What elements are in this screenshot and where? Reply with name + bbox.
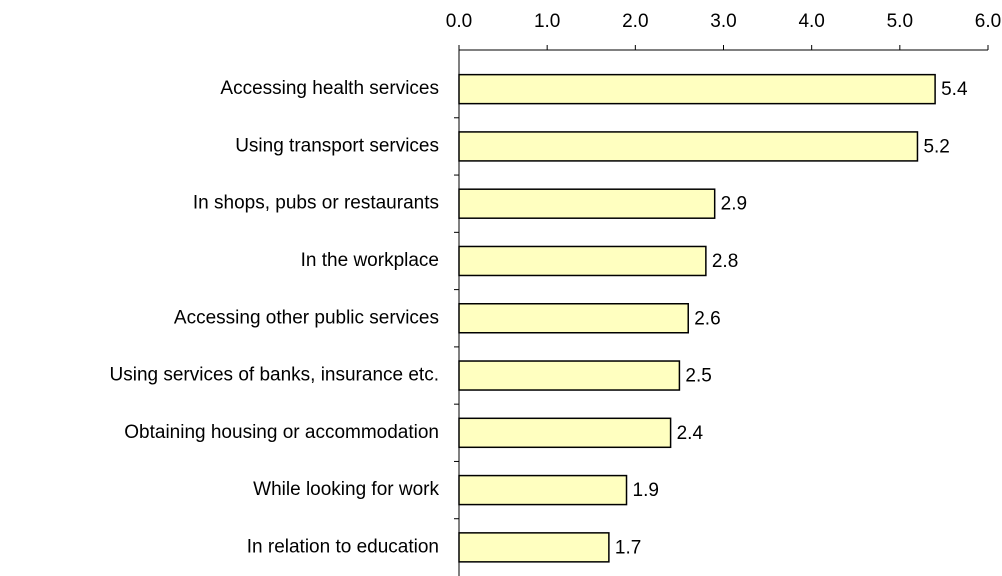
y-tick-label: In relation to education: [247, 536, 439, 557]
bar: [458, 245, 707, 277]
bar: [458, 417, 672, 449]
bar: [458, 474, 628, 506]
bar: [458, 360, 681, 391]
y-tick-label: Accessing other public services: [174, 307, 439, 328]
value-label: 1.7: [615, 537, 641, 558]
bar: [458, 303, 689, 334]
value-label: 5.4: [941, 79, 968, 100]
x-tick-label: 3.0: [710, 11, 736, 32]
value-label: 2.8: [712, 251, 738, 272]
x-tick-label: 2.0: [622, 11, 648, 32]
bar: [458, 131, 919, 162]
y-tick-label: In shops, pubs or restaurants: [193, 193, 439, 214]
value-label: 2.6: [694, 308, 720, 329]
x-tick-label: 1.0: [534, 11, 560, 32]
y-tick-label: Using transport services: [235, 135, 439, 156]
value-label: 1.9: [633, 480, 659, 501]
x-tick-label: 0.0: [446, 11, 472, 32]
y-tick-label: Using services of banks, insurance etc.: [110, 365, 440, 386]
value-label: 2.5: [685, 366, 711, 387]
x-tick-label: 4.0: [798, 11, 824, 32]
value-label: 5.2: [923, 136, 949, 157]
value-label: 2.9: [721, 194, 747, 215]
value-label: 2.4: [677, 423, 704, 444]
y-tick-label: While looking for work: [253, 479, 439, 500]
y-tick-label: In the workplace: [301, 250, 439, 271]
y-tick-label: Accessing health services: [220, 78, 439, 99]
bar: [458, 188, 716, 219]
bar: [458, 73, 936, 105]
y-tick-label: Obtaining housing or accommodation: [124, 422, 439, 443]
x-tick-label: 5.0: [887, 11, 913, 32]
bar: [458, 532, 610, 563]
x-tick-label: 6.0: [975, 11, 1001, 32]
